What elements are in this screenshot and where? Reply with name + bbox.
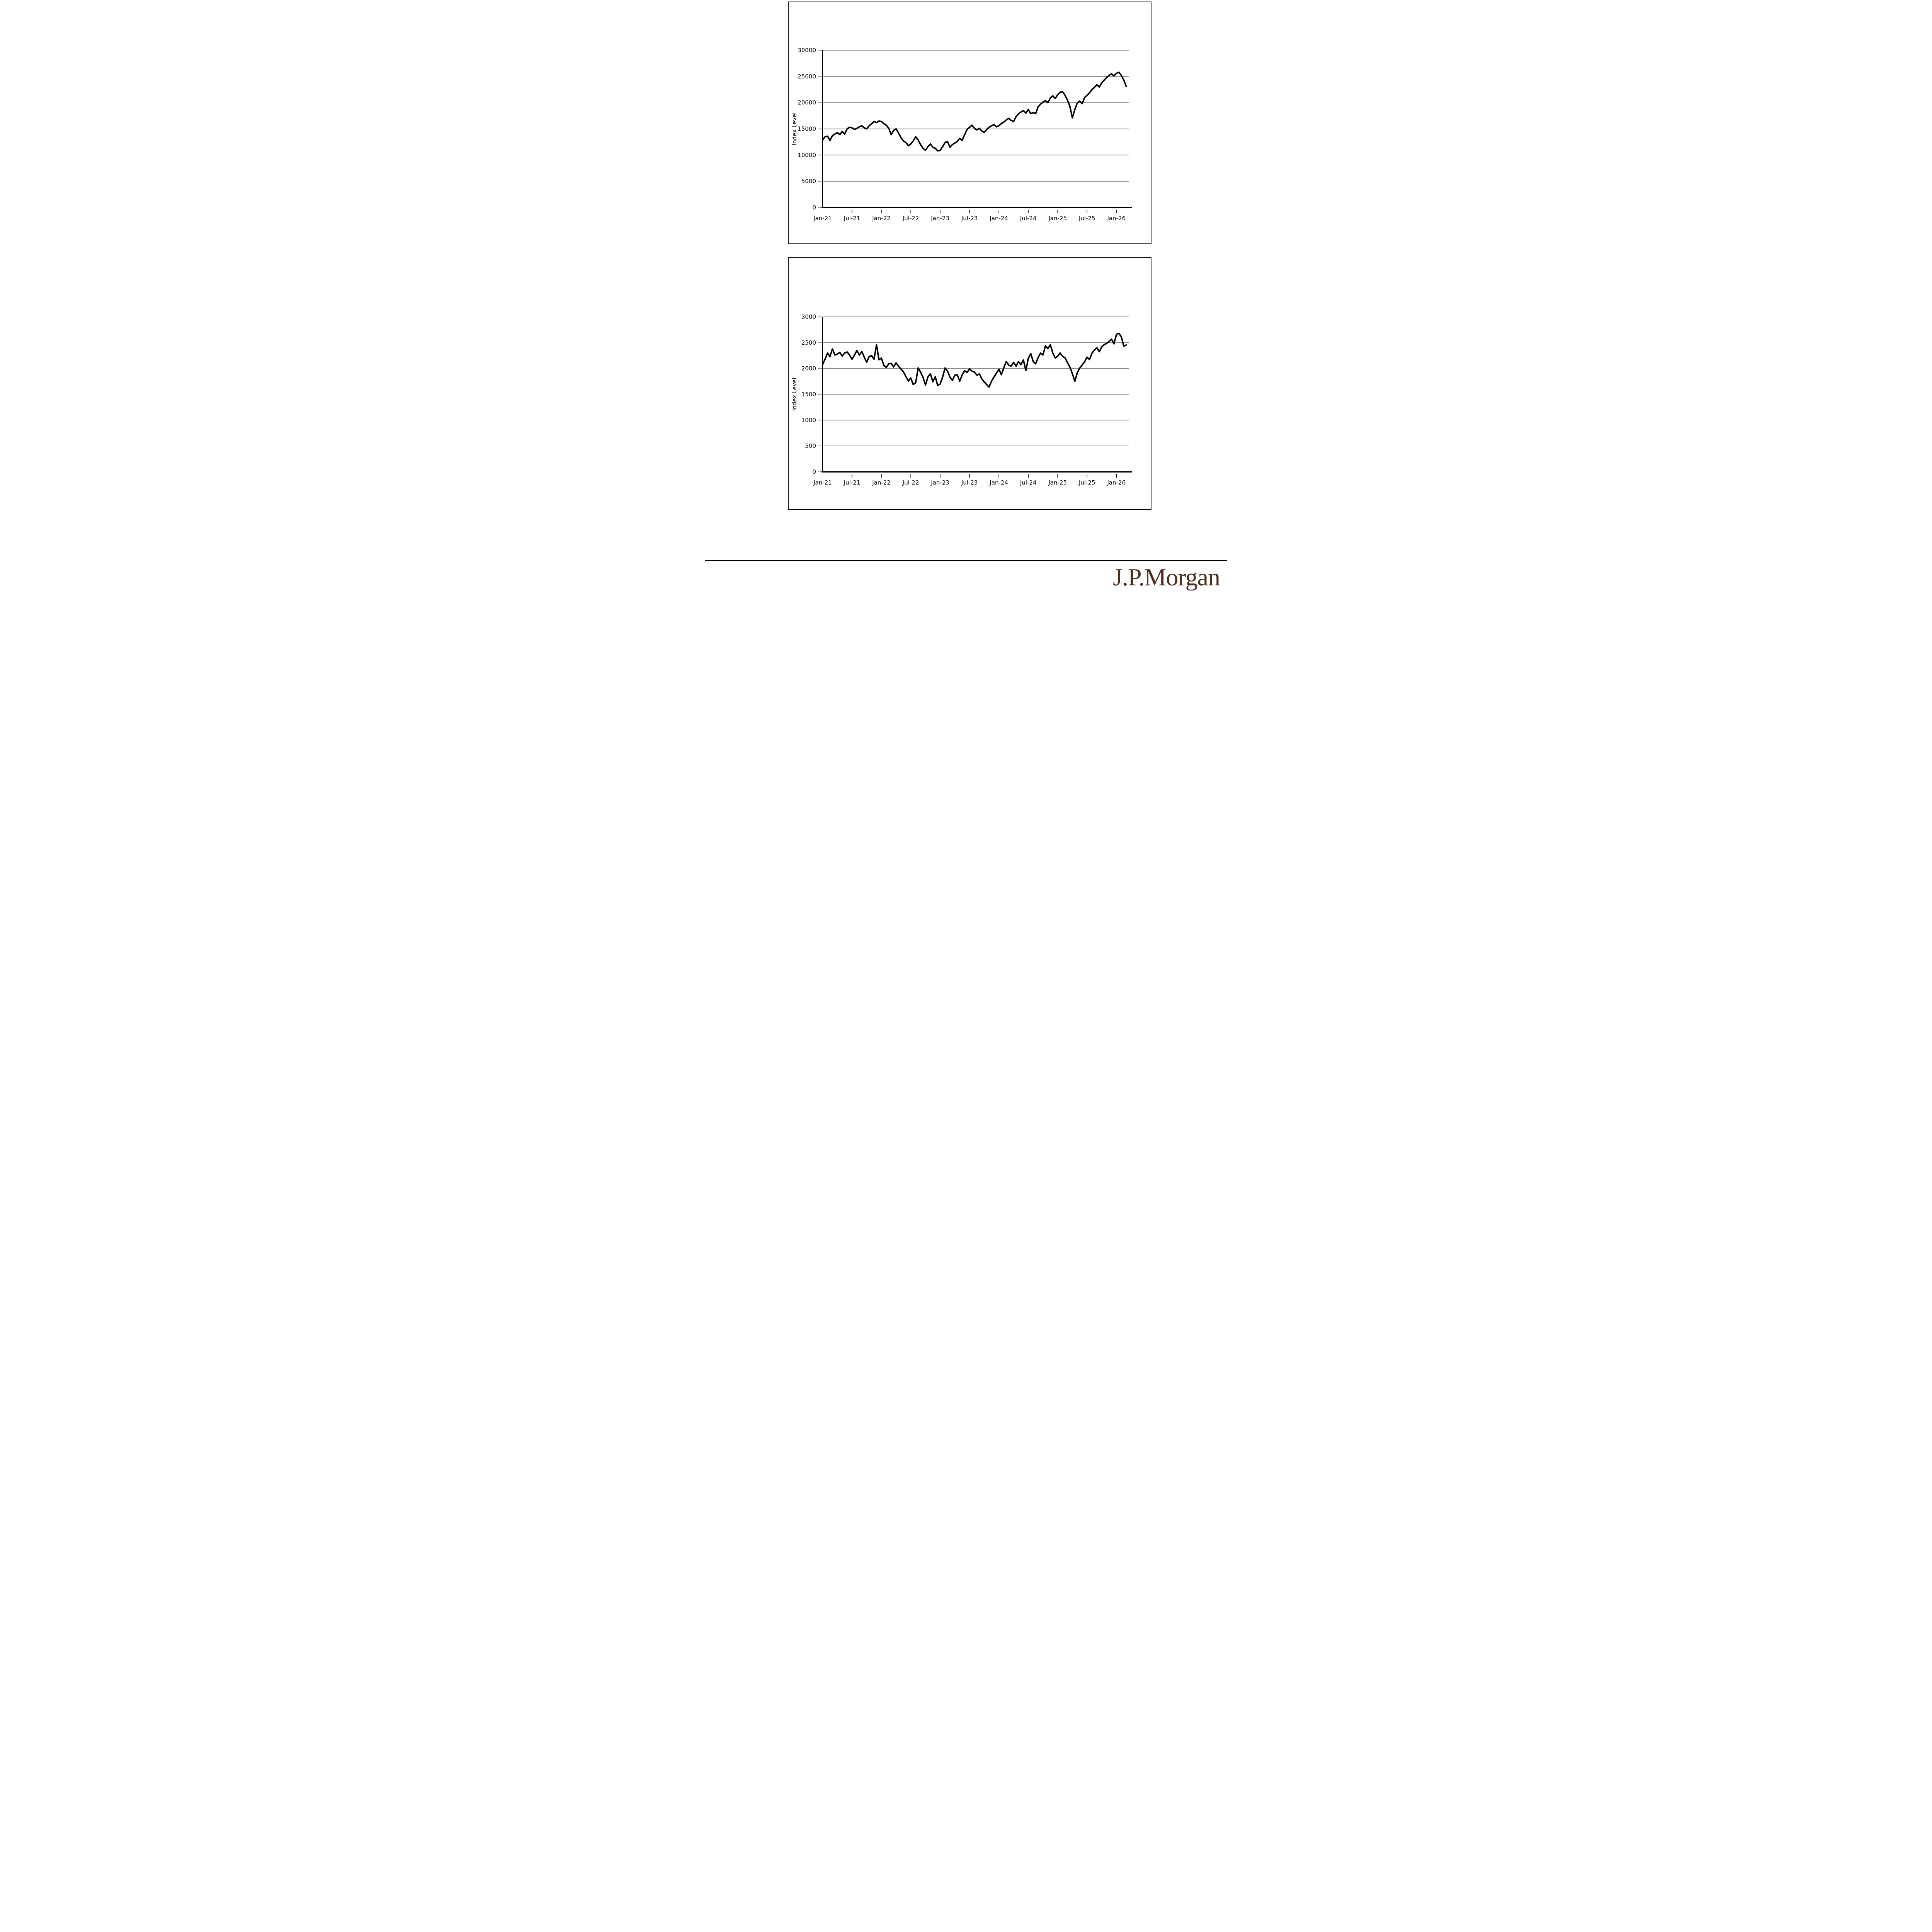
footer-divider [705,560,1227,561]
y-tick-label: 2500 [801,339,816,346]
x-tick-label: Jul-23 [961,479,978,486]
y-tick-label: 25000 [798,73,816,80]
x-tick-label: Jan-23 [930,215,949,222]
x-tick-label: Jan-22 [872,479,891,486]
x-tick-label: Jul-24 [1020,479,1037,486]
series-line [822,332,1127,388]
x-tick-label: Jul-23 [961,215,978,222]
x-tick-label: Jan-24 [989,215,1008,222]
x-tick-label: Jan-25 [1048,215,1067,222]
series-line [822,71,1127,152]
chart-panel-bottom: 0 500 1000 1500 2000 2500 3000 Jan-21 Jul-21 Jan-… [788,257,1151,510]
y-tick-label: 1500 [801,391,816,398]
top-line-chart-svg: 0 5000 10000 15000 20000 25000 30000 Jan-21 Jul-… [791,47,1132,222]
x-tick-label: Jul-21 [844,479,861,486]
y-tick-label: 5000 [801,178,816,185]
x-tick-label: Jul-25 [1078,215,1095,222]
x-tick-label: Jan-21 [813,215,832,222]
y-tick-label: 500 [805,442,816,449]
x-tick-label: Jul-24 [1020,215,1037,222]
y-tick-label: 15000 [798,126,816,133]
y-tick-label: 1000 [801,417,816,423]
x-tick-label: Jan-21 [813,479,832,486]
bottom-line-chart-svg: 0 500 1000 1500 2000 2500 3000 Jan-21 Jul-21 Jan-… [791,313,1132,486]
y-tick-label: 10000 [798,151,816,158]
x-tick-label: Jan-24 [989,479,1008,486]
y-tick-label: 2000 [801,365,816,372]
x-tick-label: Jul-22 [902,215,919,222]
y-axis-title: Index Level [791,378,798,411]
y-tick-label: 0 [812,468,816,475]
x-tick-label: Jan-23 [930,479,949,486]
x-tick-label: Jul-22 [902,479,919,486]
chart-panel-top: 0 5000 10000 15000 20000 25000 30000 Jan-21 Jul-… [788,2,1151,244]
x-tick-label: Jan-25 [1048,479,1067,486]
y-tick-label: 20000 [798,99,816,106]
x-tick-label: Jan-22 [872,215,891,222]
y-tick-label: 30000 [798,47,816,54]
x-tick-label: Jan-26 [1107,215,1126,222]
y-tick-label: 0 [812,204,816,211]
y-tick-label: 3000 [801,313,816,320]
x-tick-label: Jul-25 [1078,479,1095,486]
x-tick-label: Jul-21 [844,215,861,222]
x-tick-label: Jan-26 [1107,479,1126,486]
logo-jpmorgan: J.P.Morgan [1113,563,1220,591]
y-axis-title: Index Level [791,112,798,146]
report-page: 0 5000 10000 15000 20000 25000 30000 Jan-21 Jul-… [705,0,1227,603]
